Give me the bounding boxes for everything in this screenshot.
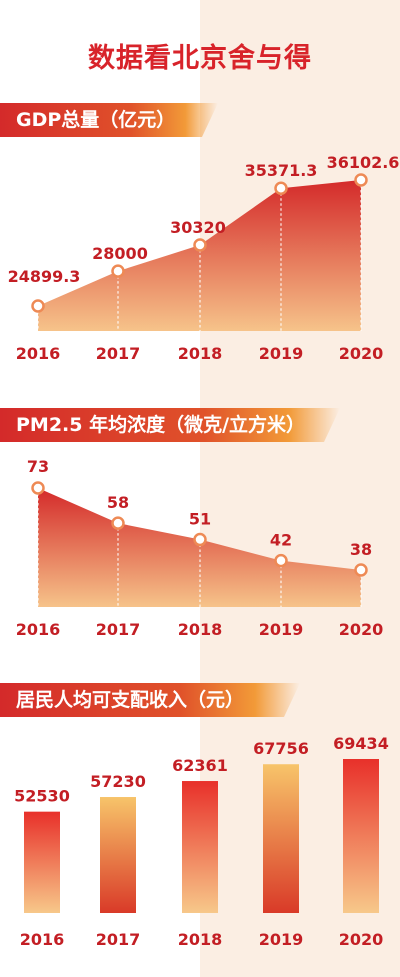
gdp-point — [354, 173, 368, 187]
pm25-area-chart: 73 2016 58 2017 51 2018 42 2019 38 2020 — [16, 457, 384, 639]
pm25-value-label: 42 — [270, 531, 292, 550]
income-bar — [100, 797, 136, 913]
income-year-label: 2018 — [178, 930, 223, 949]
gdp-value-label: 30320 — [170, 218, 226, 237]
pm25-year-label: 2019 — [259, 620, 304, 639]
gdp-year-label: 2020 — [339, 344, 384, 363]
gdp-year-label: 2016 — [16, 344, 61, 363]
gdp-point — [193, 238, 207, 252]
pm25-point — [274, 553, 288, 568]
income-bar — [343, 759, 379, 913]
pm25-year-label: 2016 — [16, 620, 61, 639]
income-year-label: 2016 — [20, 930, 65, 949]
pm25-value-label: 58 — [107, 493, 129, 512]
gdp-point — [274, 181, 288, 195]
income-chart-title: 居民人均可支配收入（元） — [0, 683, 300, 717]
pm25-year-label: 2020 — [339, 620, 384, 639]
gdp-year-label: 2017 — [96, 344, 141, 363]
income-value-label: 67756 — [253, 739, 309, 758]
pm25-value-label: 38 — [350, 540, 372, 559]
gdp-year-label: 2019 — [259, 344, 304, 363]
gdp-point — [111, 264, 125, 278]
gdp-value-label: 35371.3 — [245, 161, 318, 180]
gdp-point — [31, 299, 45, 313]
pm25-value-label: 73 — [27, 457, 49, 476]
gdp-value-label: 36102.6 — [327, 153, 400, 172]
income-value-label: 69434 — [333, 734, 389, 753]
income-bar — [182, 781, 218, 913]
gdp-value-label: 24899.3 — [8, 267, 81, 286]
income-year-label: 2019 — [259, 930, 304, 949]
pm25-point — [354, 563, 368, 577]
pm25-value-label: 51 — [189, 510, 211, 529]
income-bar — [263, 764, 299, 913]
income-year-label: 2020 — [339, 930, 384, 949]
pm25-point — [193, 532, 207, 547]
income-value-label: 57230 — [90, 772, 146, 791]
pm25-year-label: 2018 — [178, 620, 223, 639]
income-bar-chart: 52530 2016 57230 2017 62361 2018 67756 2019 6943… — [14, 734, 389, 949]
income-year-label: 2017 — [96, 930, 141, 949]
gdp-area-chart: 24899.3 2016 28000 2017 30320 2018 35371.3 2019… — [8, 153, 400, 363]
gdp-value-label: 28000 — [92, 244, 148, 263]
pm25-point — [31, 481, 45, 495]
pm25-point — [111, 516, 125, 530]
pm25-year-label: 2017 — [96, 620, 141, 639]
income-bar — [24, 811, 60, 913]
income-value-label: 62361 — [172, 756, 228, 775]
gdp-year-label: 2018 — [178, 344, 223, 363]
gdp-chart-title: GDP总量（亿元） — [0, 103, 218, 137]
pm25-chart-title: PM2.5 年均浓度（微克/立方米） — [0, 408, 340, 442]
pm25-area-fill — [38, 488, 361, 607]
page-title: 数据看北京舍与得 — [88, 43, 312, 74]
income-value-label: 52530 — [14, 787, 70, 806]
